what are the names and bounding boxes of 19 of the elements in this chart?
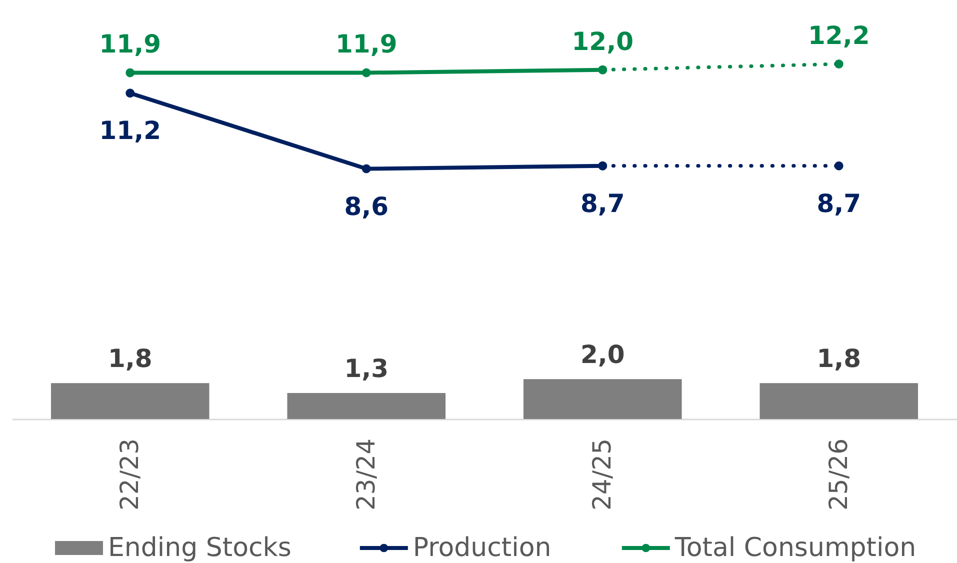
data-label: 1,8 xyxy=(108,344,152,374)
data-label: 8,7 xyxy=(816,188,862,218)
data-label: 12,2 xyxy=(808,21,870,50)
data-label: 1,3 xyxy=(344,354,389,384)
data-label: 12,0 xyxy=(572,26,634,56)
legend-label: Ending Stocks xyxy=(108,533,292,563)
data-label: 1,8 xyxy=(816,344,862,374)
data-label: 2,0 xyxy=(580,340,625,370)
x-tick-label: 24/25 xyxy=(588,438,617,511)
x-tick-label: 23/24 xyxy=(351,438,380,511)
legend-label: Total Consumption xyxy=(674,533,916,563)
data-label: 8,7 xyxy=(580,188,625,218)
x-tick-label: 25/26 xyxy=(824,438,853,511)
data-label: 11,2 xyxy=(99,116,161,146)
data-label: 8,6 xyxy=(344,192,389,221)
legend-label: Production xyxy=(412,533,552,563)
data-label: 11,9 xyxy=(99,30,161,59)
data-label: 11,9 xyxy=(336,30,398,59)
x-tick-label: 22/23 xyxy=(115,438,144,511)
